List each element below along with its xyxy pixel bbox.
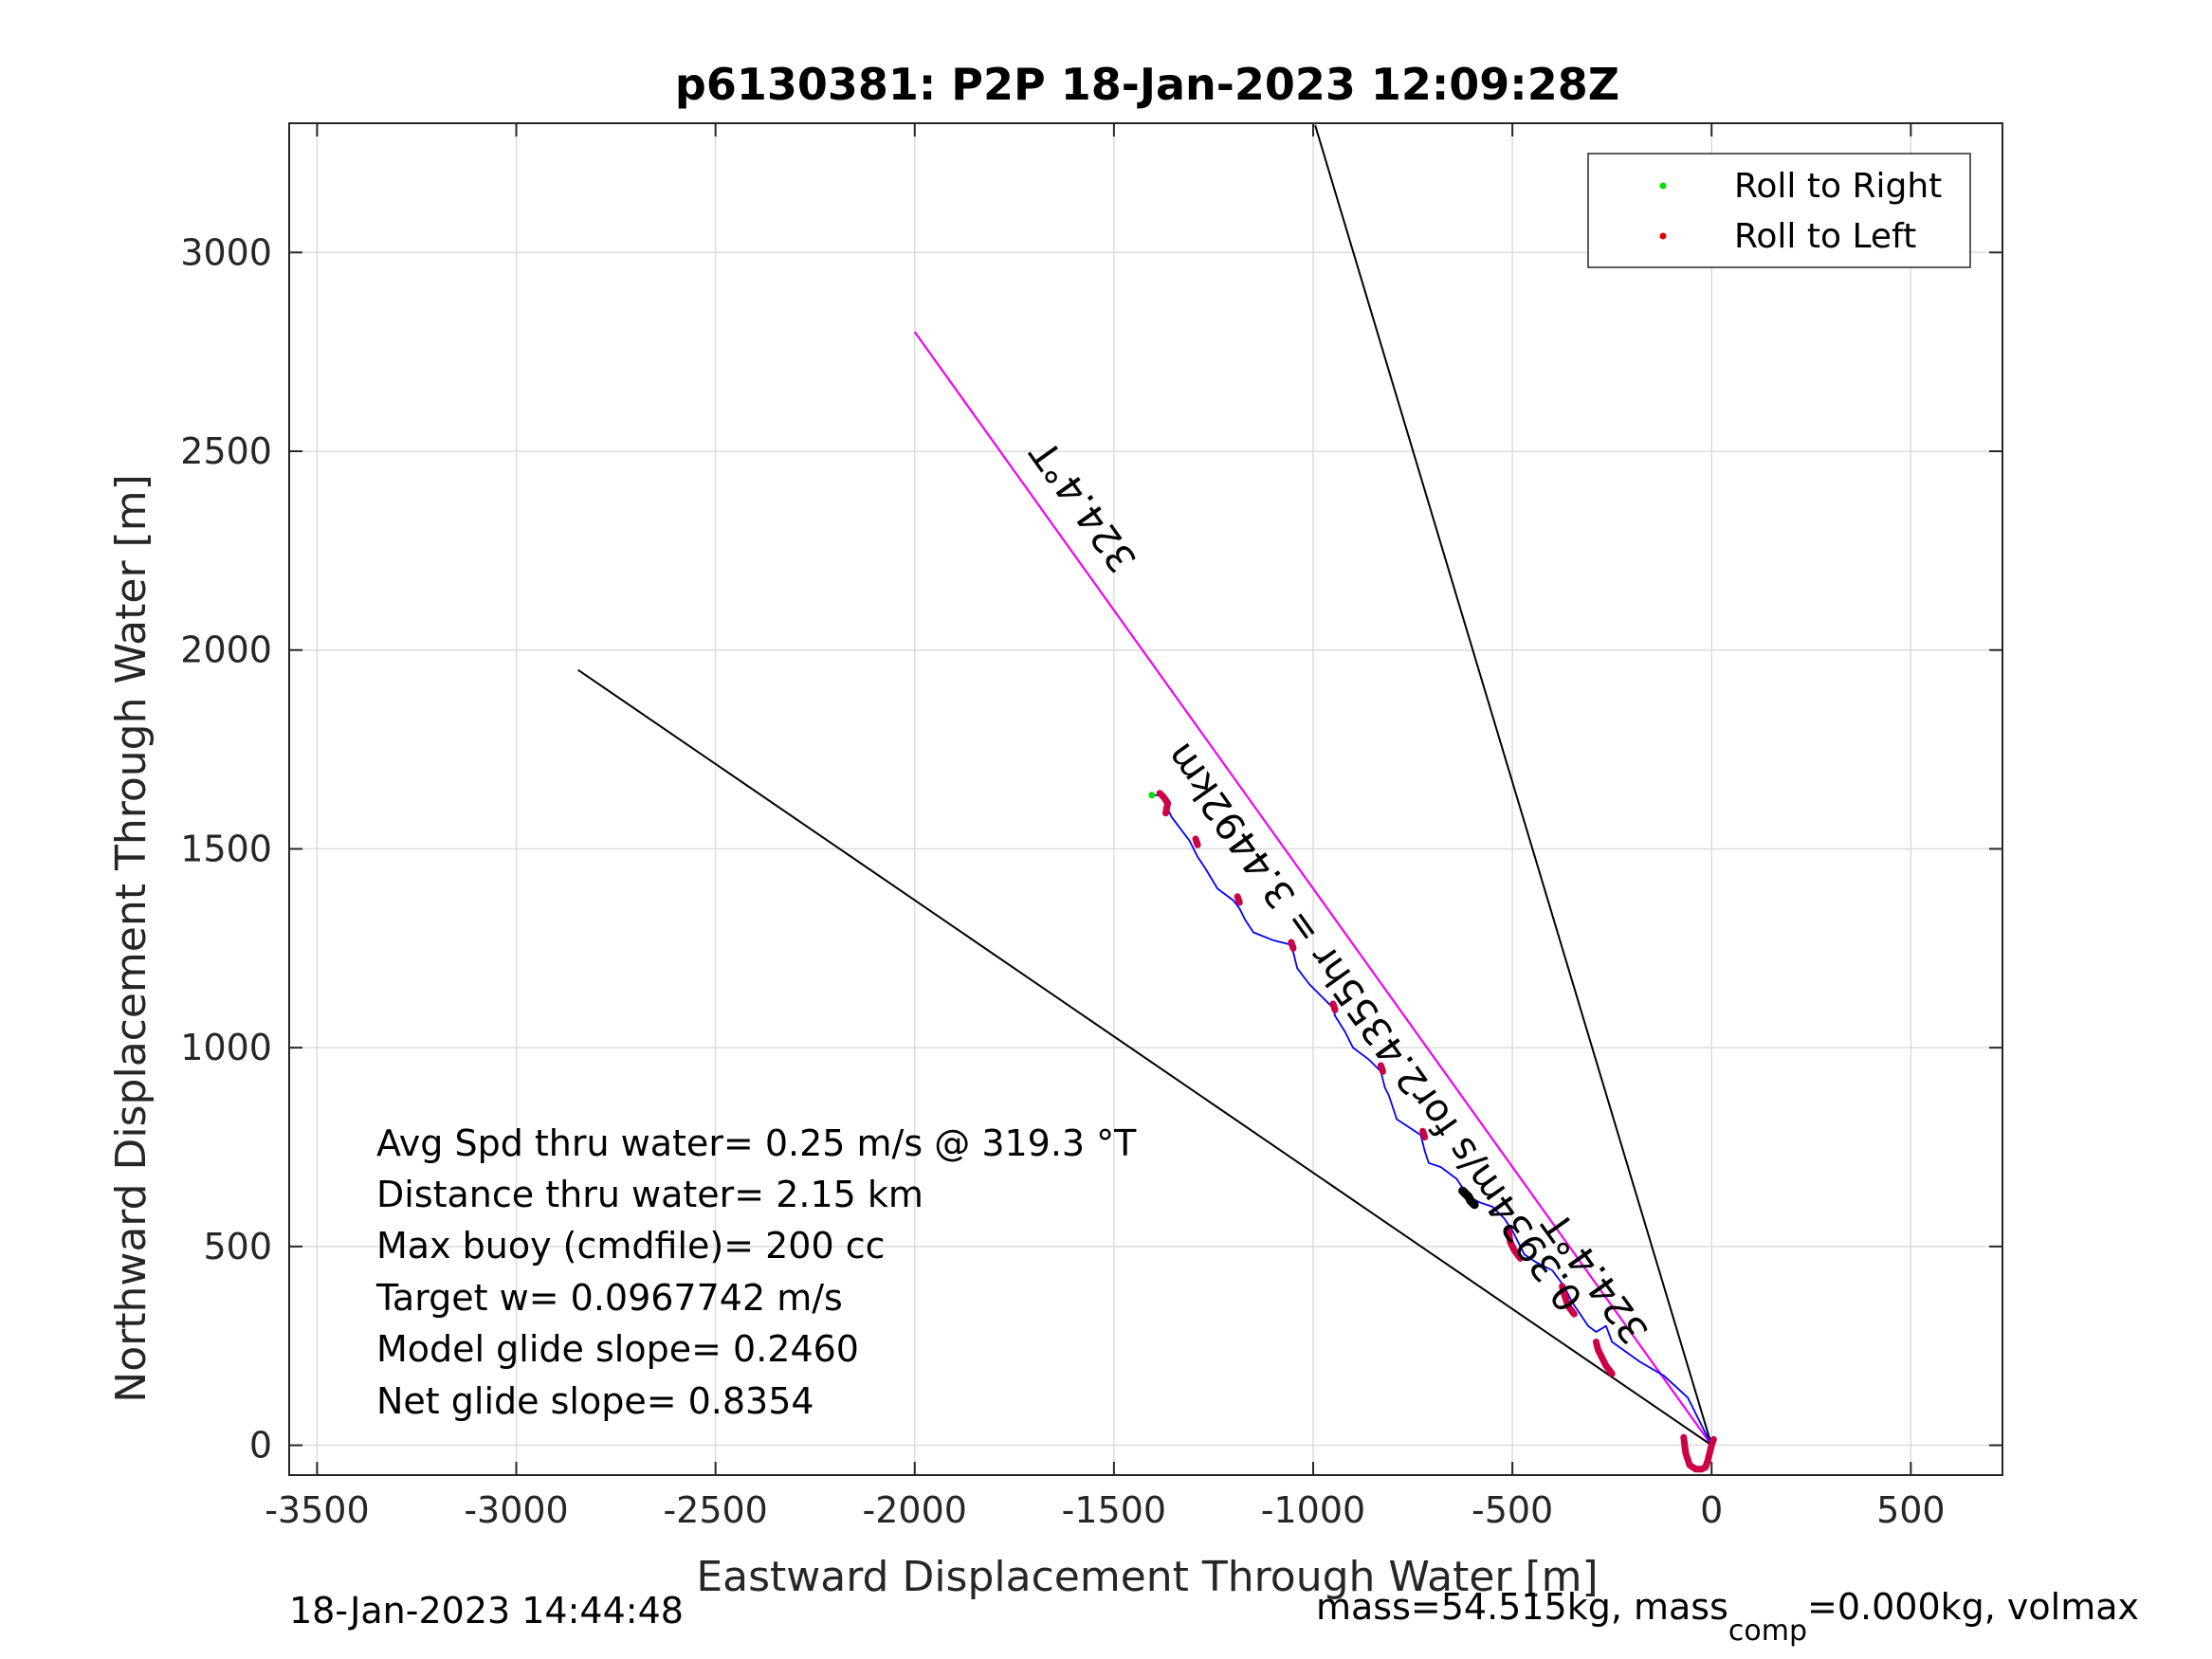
legend-label-roll-right: Roll to Right: [1734, 167, 1942, 206]
legend-label-roll-left: Roll to Left: [1734, 217, 1916, 256]
footer-timestamp: 18-Jan-2023 14:44:48: [289, 1590, 684, 1632]
legend: Roll to Right Roll to Left: [1587, 153, 1971, 268]
chart-title: p6130381: P2P 18-Jan-2023 12:09:28Z: [675, 59, 1619, 110]
track-highlight: [1458, 1186, 1479, 1210]
roll-left-marks: [1377, 1062, 1386, 1075]
footer-mass-a: mass=54.515kg, mass: [1316, 1586, 1728, 1628]
stat-line: Avg Spd thru water= 0.25 m/s @ 319.3 °T: [376, 1122, 1137, 1164]
y-tick-label: 500: [203, 1226, 272, 1267]
roll-left-marks: [1505, 1227, 1524, 1262]
x-tick-label: 0: [1700, 1489, 1723, 1531]
roll-left-marks: [1192, 835, 1201, 848]
x-tick-label: -3000: [464, 1489, 568, 1531]
y-tick-label: 0: [249, 1425, 272, 1467]
legend-marker-roll-right: [1659, 182, 1667, 190]
x-tick-label: -2500: [663, 1489, 767, 1531]
stat-line: Model glide slope= 0.2460: [376, 1328, 859, 1370]
roll-left-marks: [1156, 790, 1172, 817]
plot-background: [289, 123, 2002, 1475]
plot-frame: [288, 122, 2003, 1476]
roll-right-point: [1148, 792, 1156, 799]
x-tick-label: -3500: [265, 1489, 369, 1531]
x-tick-label: -1500: [1062, 1489, 1166, 1531]
y-axis-label: Northward Displacement Through Water [m]: [107, 474, 155, 1402]
x-axis-label: Eastward Displacement Through Water [m]: [696, 1553, 1598, 1601]
stat-line: Net glide slope= 0.8354: [376, 1380, 814, 1422]
y-tick-label: 3000: [180, 231, 272, 273]
footer-mass: mass=54.515kg, masscomp=0.000kg, volmax: [1316, 1586, 2139, 1648]
roll-left-marks: [1419, 1127, 1429, 1140]
roll-left-marks: [1234, 893, 1243, 906]
x-tick-label: -1000: [1261, 1489, 1365, 1531]
footer-mass-sub: comp: [1728, 1614, 1807, 1648]
roll-left-marks: [1680, 1433, 1717, 1473]
roll-left-marks: [1288, 939, 1297, 952]
cone-right: [1314, 124, 1713, 1446]
x-tick-label: 500: [1876, 1489, 1946, 1531]
glider-track: [1153, 793, 1713, 1446]
y-tick-label: 1000: [180, 1027, 272, 1068]
roll-left-marks: [1592, 1339, 1616, 1377]
stat-line: Distance thru water= 2.15 km: [376, 1174, 923, 1215]
stat-line: Max buoy (cmdfile)= 200 cc: [376, 1225, 886, 1267]
cone-left: [577, 668, 1712, 1447]
stats-block: Avg Spd thru water= 0.25 m/s @ 319.3 °T …: [375, 1122, 1137, 1422]
footer-mass-b: =0.000kg, volmax: [1807, 1586, 2139, 1628]
roll-left-marks: [1329, 1000, 1339, 1013]
bearing-line: [913, 331, 1713, 1447]
stat-line: Target w= 0.0967742 m/s: [375, 1277, 843, 1319]
y-tick-label: 1500: [180, 828, 272, 869]
legend-box: [1587, 153, 1971, 268]
y-tick-label: 2500: [180, 430, 272, 472]
x-tick-label: -2000: [863, 1489, 967, 1531]
legend-marker-roll-left: [1659, 232, 1667, 240]
y-tick-label: 2000: [180, 629, 272, 671]
roll-left-marks: [1559, 1283, 1578, 1318]
x-tick-label: -500: [1472, 1489, 1553, 1531]
